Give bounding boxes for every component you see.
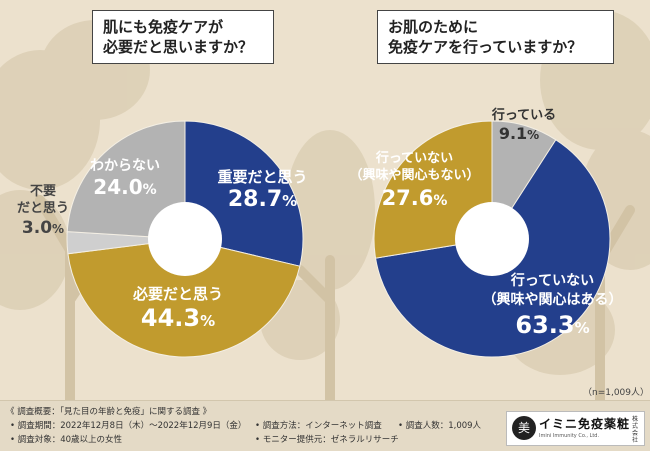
slice-label-unnecessary-line-1: 不要	[29, 184, 56, 199]
chart-doing-immune-care	[373, 120, 611, 358]
slice-label-not-doing-no-interest: 行っていない （興味や関心もない） 27.6%	[342, 150, 487, 215]
chart-skin-immune-care-needed	[66, 120, 304, 358]
slice-label-doing-value: 9.1%	[498, 124, 540, 143]
slice-label-important-name: 重要だと思う	[217, 168, 308, 186]
slice-label-not-doing-interested-line-1: 行っていない	[510, 273, 595, 289]
slice-label-not-doing-interested: 行っていない （興味や関心はある） 63.3%	[470, 272, 635, 343]
logo-tag: 株式会社	[632, 416, 639, 444]
slice-label-necessary-value: 44.3%	[140, 304, 216, 332]
slice-label-necessary: 必要だと思う 44.3%	[118, 283, 238, 335]
question-left: 肌にも免疫ケアが 必要だと思いますか？	[92, 10, 274, 64]
right-chart-donut-hole	[455, 202, 529, 276]
left-chart-slice-1	[67, 238, 301, 358]
question-right-line-2: 免疫ケアを行っていますか？	[388, 38, 583, 56]
slice-label-unnecessary-line-2: だと思う	[16, 201, 69, 216]
slice-label-doing: 行っている 9.1%	[474, 104, 574, 146]
logo-subtitle: Imini Immunity Co., Ltd.	[539, 433, 600, 439]
left-chart-slice-3	[66, 120, 186, 240]
left-chart-donut-hole	[148, 202, 222, 276]
company-logo: 美 イミニ免疫薬粧 Imini Immunity Co., Ltd. 株式会社	[506, 411, 645, 446]
slice-label-not-doing-no-interest-value: 27.6%	[381, 186, 448, 210]
logo-mark-icon: 美	[512, 416, 536, 440]
slice-label-not-doing-no-interest-line-1: 行っていない	[375, 151, 454, 166]
question-right-line-1: お肌のために	[388, 18, 479, 36]
slice-label-important: 重要だと思う 28.7%	[205, 166, 320, 214]
footer-method: • 調査方法：インターネット調査	[255, 421, 382, 431]
footer-count: • 調査人数：1,009人	[398, 421, 482, 431]
question-left-line-2: 必要だと思いますか？	[103, 38, 254, 56]
slice-label-unnecessary: 不要 だと思う 3.0%	[8, 183, 78, 240]
slice-label-dont-know: わからない 24.0%	[75, 155, 175, 202]
question-left-line-1: 肌にも免疫ケアが	[103, 18, 224, 36]
slice-label-dont-know-name: わからない	[90, 158, 160, 174]
footer-period: • 調査期間：2022年12月8日（木）〜2022年12月9日（金）	[10, 421, 247, 431]
slice-label-necessary-name: 必要だと思う	[132, 285, 223, 303]
slice-label-not-doing-interested-line-2: （興味や関心はある）	[482, 292, 623, 308]
slice-label-not-doing-no-interest-line-2: （興味や関心もない）	[349, 168, 480, 183]
slice-label-doing-name: 行っている	[491, 108, 557, 123]
footer-provider: • モニター提供元：ゼネラルリサーチ	[255, 435, 399, 445]
question-right: お肌のために 免疫ケアを行っていますか？	[377, 10, 614, 64]
footer-overview: 《 調査概要：「見た目の年齢と免疫」に関する調査 》	[6, 407, 212, 417]
logo-name: イミニ免疫薬粧	[539, 417, 631, 431]
slice-label-unnecessary-value: 3.0%	[21, 218, 65, 238]
slice-label-important-value: 28.7%	[227, 187, 298, 212]
slice-label-not-doing-interested-value: 63.3%	[515, 311, 590, 339]
footer-target: • 調査対象：40歳以上の女性	[10, 435, 123, 445]
slice-label-dont-know-value: 24.0%	[93, 175, 157, 199]
sample-size: （n=1,009人）	[583, 388, 650, 398]
